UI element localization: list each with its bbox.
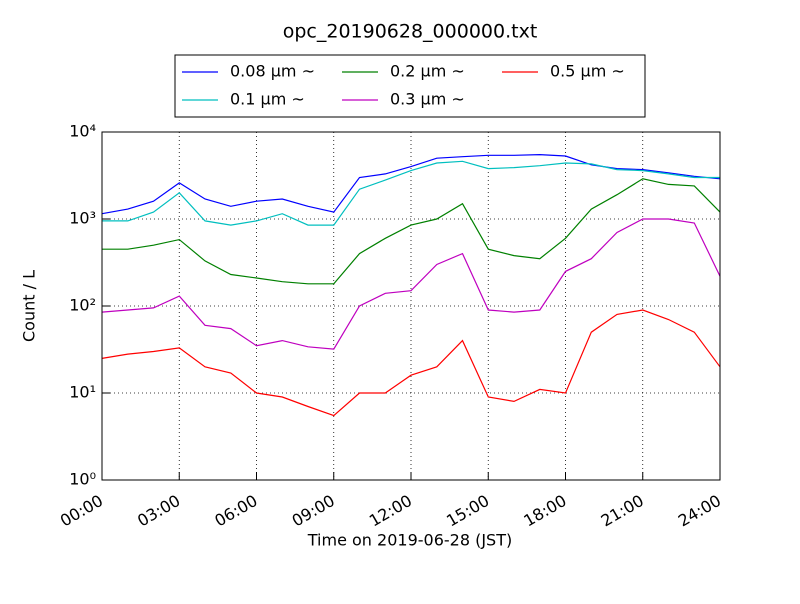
legend-box (174, 54, 646, 118)
legend-label: 0.1 μm ~ (230, 90, 305, 109)
plot-frame (101, 131, 721, 481)
y-tick-label: 10⁰ (69, 470, 96, 489)
y-tick-label: 10¹ (69, 383, 96, 402)
series-line (102, 178, 721, 285)
y-tick-label: 10⁴ (69, 122, 96, 141)
y-axis-label: Count / L (20, 270, 39, 342)
legend-label: 0.3 μm ~ (390, 90, 465, 109)
y-tick-label: 10³ (69, 209, 96, 228)
legend-label: 0.08 μm ~ (230, 62, 315, 81)
chart-title: opc_20190628_000000.txt (283, 21, 538, 43)
legend-label: 0.2 μm ~ (390, 62, 465, 81)
x-axis-label: Time on 2019-06-28 (JST) (307, 531, 512, 550)
series-line (102, 160, 720, 226)
series-line (101, 218, 721, 350)
series-line (101, 153, 721, 215)
y-tick-label: 10² (69, 296, 96, 315)
series-line (101, 309, 721, 417)
legend-label: 0.5 μm ~ (550, 62, 625, 81)
